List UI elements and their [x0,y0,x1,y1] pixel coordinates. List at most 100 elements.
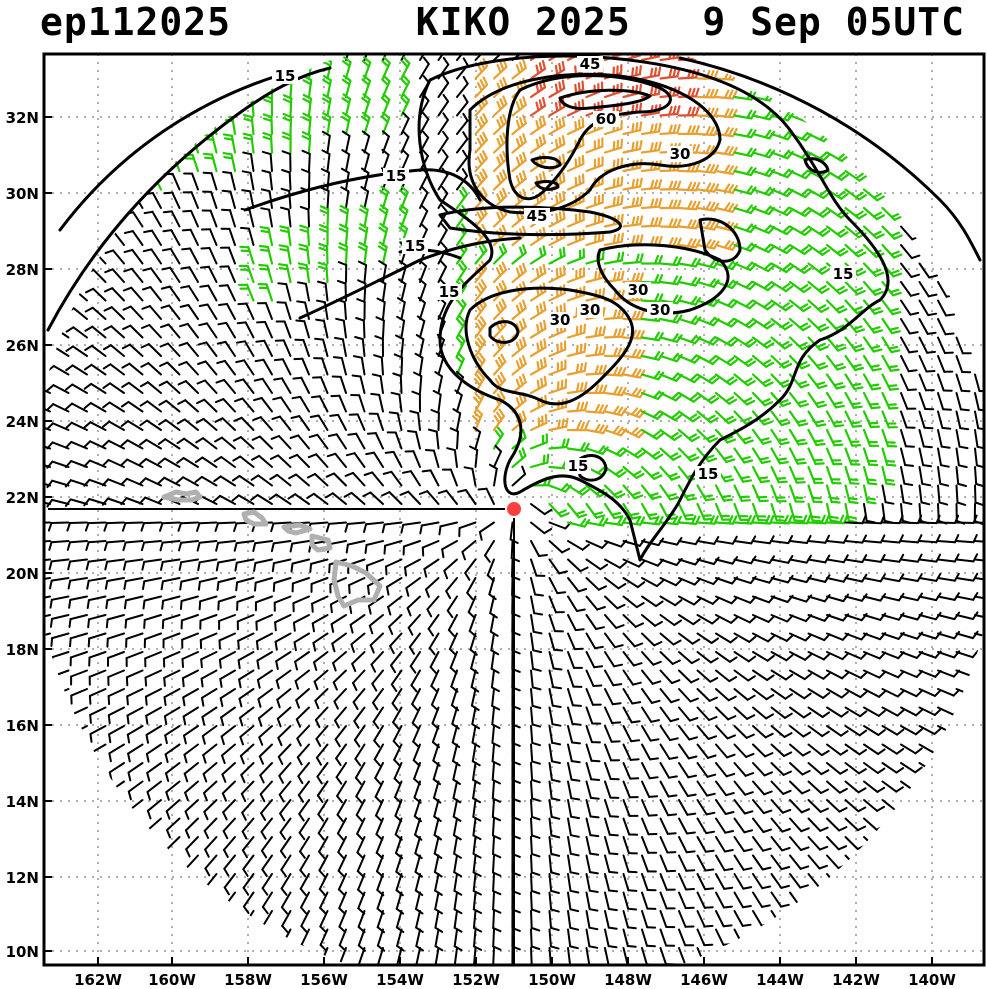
wind-barb-flag [763,790,773,796]
wind-barb-flag [383,544,387,555]
wind-barb-shaft [51,498,70,505]
wind-barb-flag [85,250,95,255]
wind-barb-shaft [770,651,788,662]
wind-barb-flag [657,66,662,77]
wind-barb-flag [163,191,174,195]
wind-barb-flag [515,101,521,112]
wind-barb-shaft [715,595,733,605]
wind-barb-shaft [109,382,125,394]
wind-barb-flag [339,208,349,215]
wind-barb-flag [620,176,624,187]
wind-barb-flag [635,329,641,340]
wind-barb-shaft [291,540,310,545]
wind-barb-flag [222,830,229,840]
wind-barb-shaft [715,651,731,663]
wind-barb-shaft [789,836,802,851]
wind-barb-flag [683,513,694,517]
wind-barb-flag [496,426,504,436]
wind-barb-flag [363,56,372,64]
wind-barb-flag [817,304,827,311]
wind-barb-flag [318,242,329,248]
wind-barb-flag [461,186,469,196]
wind-barb-flag [685,850,696,854]
wind-barb-shaft [51,651,70,659]
wind-barb-shaft [456,174,469,191]
wind-barb-shaft [51,479,70,487]
wind-barb-shaft [205,341,218,357]
wind-barb-flag [144,695,148,706]
wind-barb-flag [123,267,133,273]
wind-barb-flag [636,451,646,459]
wind-barb-flag [424,39,429,45]
wind-barb-flag [876,805,885,812]
wind-barb-flag [612,196,616,207]
wind-barb-shaft [285,283,292,302]
wind-barb-shaft [678,651,693,665]
wind-barb-flag [694,125,700,135]
wind-barb-flag [530,927,541,932]
wind-barb-flag [342,60,351,68]
wind-barb-flag [668,472,678,478]
wind-barb-flag [499,135,505,145]
wind-barb-shaft [807,280,823,294]
wind-barb-shaft [419,118,430,135]
wind-barb-flag [612,159,616,170]
wind-barb-shaft [659,706,672,723]
wind-barb-shaft [937,318,947,336]
wind-barb-flag [302,93,312,100]
wind-barb-shaft [696,669,712,683]
wind-barb-shaft [266,245,274,265]
wind-barb-shaft [162,632,181,641]
wind-barb-flag [314,699,320,710]
wind-barb-flag [475,322,482,332]
wind-barb-flag [846,515,857,520]
wind-barb-shaft [548,595,557,614]
wind-barb-shaft [161,577,181,583]
wind-barb-shaft [955,614,974,620]
wind-barb-flag [532,667,542,672]
wind-barb-shaft [715,743,729,759]
wind-barb-flag [596,606,606,611]
wind-barb-flag [729,636,738,644]
wind-barb-flag [853,267,864,274]
wind-barb-flag [337,261,348,266]
wind-barb-shaft [276,706,292,720]
wind-barb-shaft [733,558,753,565]
wind-barb-flag [709,164,716,174]
wind-barb-flag [657,515,664,526]
wind-barb-shaft [425,577,440,591]
wind-barb-flag [729,339,739,347]
wind-barb-shaft [622,854,630,873]
wind-barb-shaft [276,473,292,487]
wind-barb-flag [597,232,601,243]
wind-barb-flag [839,231,849,238]
wind-barb-shaft [844,706,862,718]
wind-barb-shaft [863,817,878,831]
wind-barb-flag [819,345,829,351]
wind-barb-flag [723,849,734,853]
wind-barb-flag [476,211,483,221]
wind-barb-shaft [257,688,273,701]
wind-barb-shaft [788,336,804,351]
wind-barb-shaft [73,288,88,302]
wind-barb-flag [402,74,411,83]
wind-barb-flag [558,174,563,185]
wind-barb-flag [639,272,645,283]
wind-barb-flag [317,832,325,841]
wind-barb-flag [389,645,395,655]
wind-barb-flag [690,334,698,343]
wind-barb-shaft [241,817,255,833]
wind-barb-flag [276,301,287,304]
wind-barb-flag [515,304,521,315]
wind-barb-flag [29,386,35,392]
wind-barb-flag [139,400,149,407]
wind-barb-flag [498,245,505,256]
wind-barb-shaft [770,447,782,465]
wind-barb-shaft [937,706,955,716]
wind-barb-shaft [585,780,592,799]
wind-barb-flag [561,116,566,127]
wind-barb-flag [941,426,952,430]
wind-barb-shaft [567,891,572,911]
wind-barb-shaft [52,403,70,413]
wind-barb-flag [627,889,638,892]
